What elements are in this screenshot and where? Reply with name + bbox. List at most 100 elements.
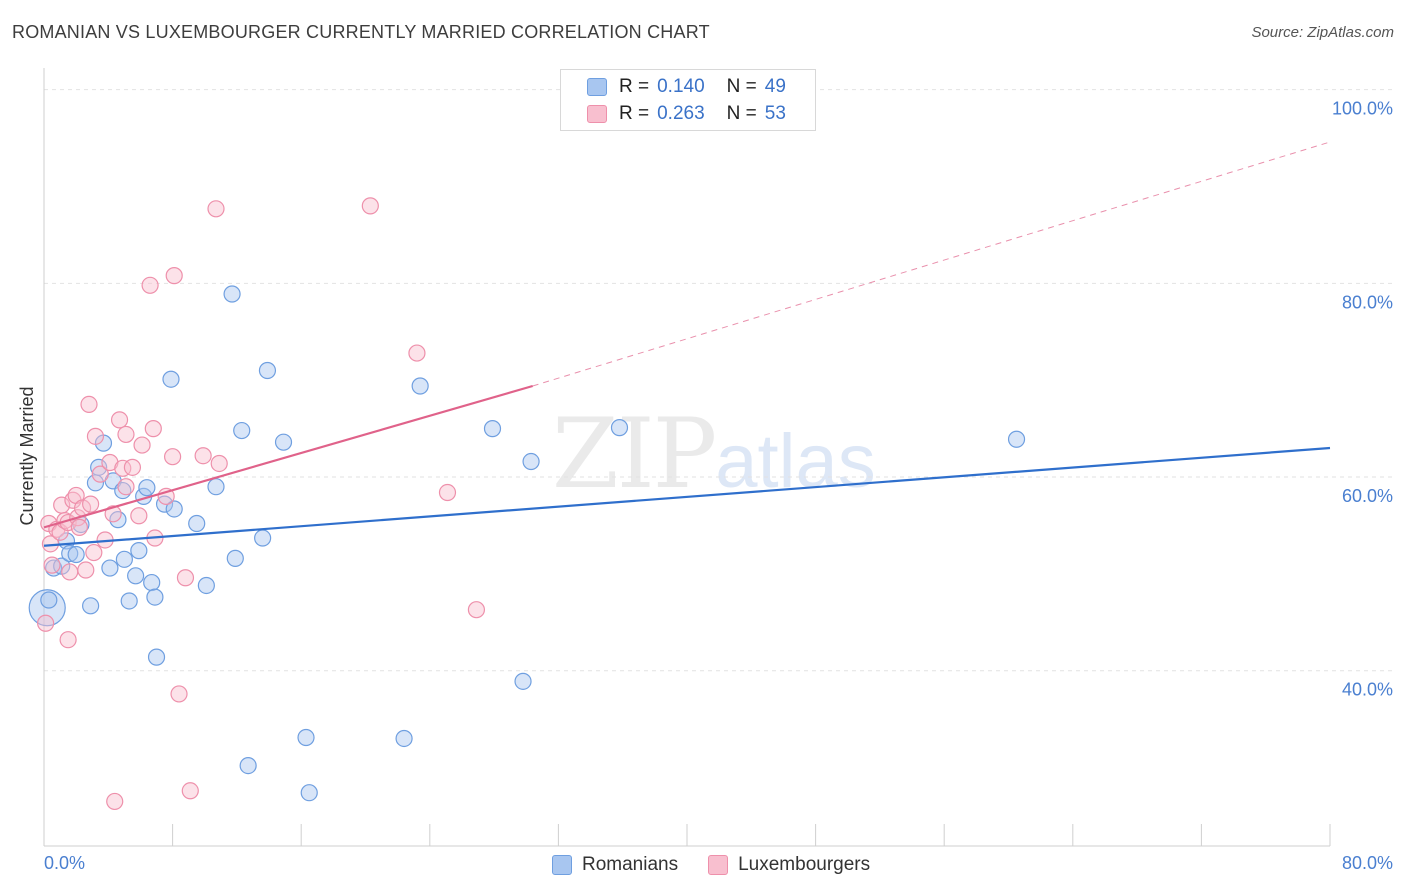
r-value: 0.140 — [657, 76, 705, 97]
legend-item-romanians[interactable]: Romanians — [552, 854, 678, 876]
y-tick-label: 100.0% — [1332, 99, 1393, 119]
luxembourger-point — [438, 483, 457, 502]
luxembourger-point — [123, 458, 142, 476]
romanian-point — [297, 728, 315, 747]
luxembourger-point — [130, 507, 148, 525]
romanian-point — [143, 573, 161, 592]
romanian-point — [254, 529, 272, 547]
legend-item-luxembourgers[interactable]: Luxembourgers — [708, 854, 870, 876]
luxembourger-point — [77, 561, 95, 579]
luxembourger-point — [91, 465, 109, 483]
r-label: R = — [619, 76, 650, 97]
luxembourger-point — [141, 276, 159, 294]
romanian-point — [146, 588, 164, 606]
series-legend: Romanians Luxembourgers — [552, 852, 900, 878]
romanian-point — [120, 592, 138, 610]
legend-swatch-romanians — [552, 855, 572, 875]
luxembourger-point — [176, 569, 195, 587]
n-value: 49 — [764, 76, 786, 97]
legend-label-romanians: Romanians — [582, 854, 679, 875]
luxembourger-point — [37, 614, 55, 632]
luxembourger-point — [43, 556, 61, 574]
legend-swatch-luxembourgers — [708, 855, 729, 875]
y-axis-title: Currently Married — [17, 386, 37, 525]
romanian-point — [162, 370, 180, 388]
romanian-point — [67, 545, 85, 564]
romanian-point — [610, 419, 629, 437]
romanian-point — [239, 756, 257, 775]
axes — [43, 68, 1331, 847]
romanian-point — [1007, 430, 1026, 448]
luxembourger-point — [110, 411, 129, 429]
luxembourger-point — [164, 448, 182, 466]
romanian-point — [395, 729, 413, 748]
watermark-zip: ZIP — [552, 398, 717, 510]
romanian-point — [115, 550, 133, 568]
axis-labels: 100.0% 80.0% 60.0% 40.0% 0.0% 80.0% Currently … — [17, 99, 1393, 873]
correlation-legend: R = 0.140 N = 49 R = 0.263 N = 53 — [560, 69, 816, 131]
grid-lines — [44, 89, 1395, 672]
luxembourger-point — [144, 420, 162, 438]
romanian-point — [130, 542, 148, 560]
luxembourger-point — [207, 200, 225, 218]
legend-swatch-romanians — [587, 78, 607, 96]
romanian-point — [147, 648, 166, 666]
romanian-point — [101, 559, 119, 577]
n-value: 53 — [764, 103, 786, 124]
luxembourger-point — [104, 505, 122, 523]
luxembourger-point — [181, 782, 199, 800]
luxembourger-point — [117, 478, 135, 496]
romanian-point — [165, 500, 183, 518]
watermark-atlas: atlas — [715, 419, 876, 504]
romanian-point — [274, 433, 293, 451]
romanian-point — [514, 672, 532, 690]
n-label: N = — [726, 76, 757, 97]
n-label: N = — [726, 103, 757, 124]
luxembourger-point — [85, 543, 103, 562]
romanian-point — [138, 479, 156, 497]
romanian-point — [207, 478, 225, 496]
x-tick-label-min: 0.0% — [44, 853, 85, 873]
luxembourger-point — [80, 395, 98, 413]
legend-swatch-luxembourgers — [587, 105, 607, 123]
luxembourger-trend-extension — [532, 141, 1331, 387]
romanian-point — [40, 591, 58, 609]
luxembourger-trend-line — [43, 384, 533, 529]
y-tick-label: 40.0% — [1342, 680, 1393, 700]
luxembourger-point — [82, 495, 100, 513]
luxembourger-point — [117, 425, 135, 444]
romanian-point — [90, 458, 108, 476]
romanian-point — [197, 576, 215, 595]
romanian-point — [82, 597, 100, 615]
x-tick-label-max: 80.0% — [1342, 853, 1393, 873]
watermark: ZIPatlas — [552, 398, 876, 510]
romanian-point — [483, 420, 502, 438]
romanian-point — [258, 361, 277, 380]
luxembourger-point — [59, 631, 77, 649]
legend-label-luxembourgers: Luxembourgers — [738, 854, 871, 875]
legend-row-romanians: R = 0.140 N = 49 — [587, 75, 786, 99]
source-label: Source: ZipAtlas.com — [1251, 24, 1394, 41]
legend-row-luxembourgers: R = 0.263 N = 53 — [587, 102, 786, 126]
chart-title: ROMANIAN VS LUXEMBOURGER CURRENTLY MARRI… — [12, 22, 710, 42]
luxembourger-point — [361, 197, 379, 215]
y-tick-label: 80.0% — [1342, 292, 1393, 312]
luxembourger-point — [106, 792, 124, 811]
data-points — [28, 197, 1026, 811]
romanian-point — [188, 514, 206, 533]
romanian-point — [411, 377, 429, 395]
romanian-point — [300, 784, 318, 802]
romanian-point — [522, 452, 540, 471]
luxembourger-point — [70, 518, 88, 536]
r-value: 0.263 — [657, 103, 705, 124]
luxembourger-point — [170, 685, 188, 703]
romanian-point — [61, 544, 79, 563]
romanian-trend-line — [43, 446, 1331, 547]
r-label: R = — [619, 103, 650, 124]
luxembourger-point — [165, 267, 183, 285]
y-tick-label: 60.0% — [1342, 486, 1393, 506]
romanian-point — [223, 285, 241, 303]
romanian-point — [226, 549, 244, 567]
luxembourger-point — [61, 563, 79, 581]
